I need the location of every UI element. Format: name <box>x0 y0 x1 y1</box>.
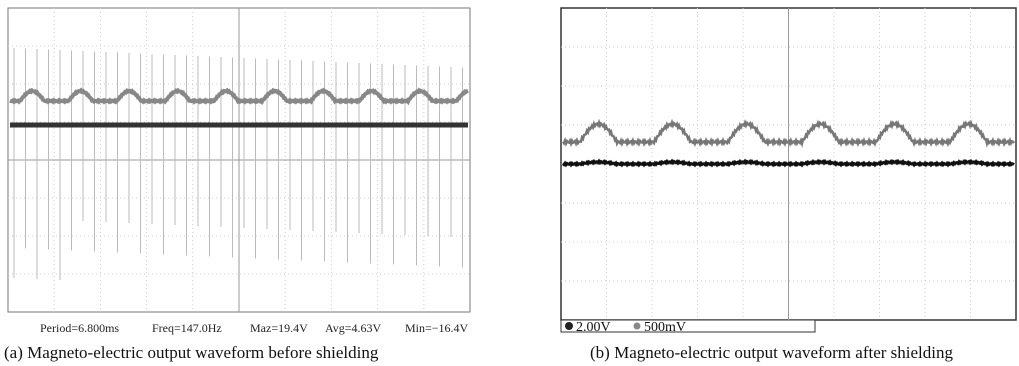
scope-screen-b <box>561 8 1016 332</box>
measurement: Period=6.800ms <box>40 321 119 335</box>
channel-scale: 2.00V <box>576 320 611 335</box>
figure: Period=6.800ms Freq=147.0Hz Maz=19.4V Av… <box>0 0 1019 366</box>
channel-icon <box>565 322 573 330</box>
scope-screen-a <box>8 8 470 312</box>
caption: (a) Magneto-electric output waveform bef… <box>4 343 379 362</box>
channel-icon <box>634 323 641 330</box>
channel-scale: 500mV <box>644 320 686 335</box>
measurement: Freq=147.0Hz <box>152 321 222 335</box>
measurement: Avg=4.63V <box>325 321 382 335</box>
measurement: Maz=19.4V <box>250 321 308 335</box>
measurement: Min=−16.4V <box>405 321 469 335</box>
caption: (b) Magneto-electric output waveform aft… <box>590 343 954 362</box>
